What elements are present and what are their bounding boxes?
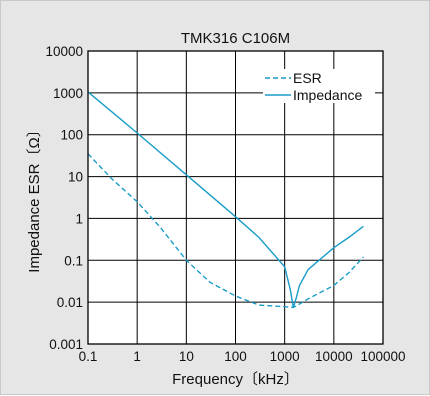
x-axis-label: Frequency〔kHz〕	[172, 371, 299, 388]
x-tick-label: 1	[133, 349, 141, 364]
y-tick-label: 0.1	[64, 253, 83, 268]
x-tick-label: 0.1	[79, 349, 98, 364]
series-line-esr	[87, 153, 364, 309]
y-tick-label: 1000	[53, 86, 83, 101]
series-lines	[87, 91, 364, 309]
y-tick-label: 10	[68, 170, 83, 185]
y-tick-label: 0.001	[49, 337, 83, 352]
series-line-impedance	[87, 91, 364, 309]
legend-label-esr: ESR	[293, 70, 322, 86]
plot-border	[87, 50, 384, 345]
legend-label-impedance: Impedance	[293, 87, 362, 103]
legend: ESR Impedance	[263, 69, 375, 103]
y-tick-label: 0.01	[57, 295, 83, 310]
y-tick-label: 100	[60, 128, 83, 143]
y-tick-label: 10000	[45, 44, 83, 59]
x-tick-label: 100000	[360, 349, 405, 364]
chart-title: TMK316 C106M	[181, 30, 290, 47]
x-tick-labels: 0.1 1 10 100 1000 10000 100000	[79, 349, 406, 364]
y-axis-label: Impedance ESR〔Ω〕	[26, 122, 43, 272]
x-tick-label: 100	[224, 349, 247, 364]
legend-box	[263, 69, 375, 103]
x-tick-label: 1000	[270, 349, 300, 364]
x-tick-label: 10000	[315, 349, 353, 364]
y-tick-labels: 0.001 0.01 0.1 1 10 100 1000 10000	[45, 44, 83, 352]
x-tick-label: 10	[179, 349, 194, 364]
y-tick-label: 1	[75, 211, 83, 226]
